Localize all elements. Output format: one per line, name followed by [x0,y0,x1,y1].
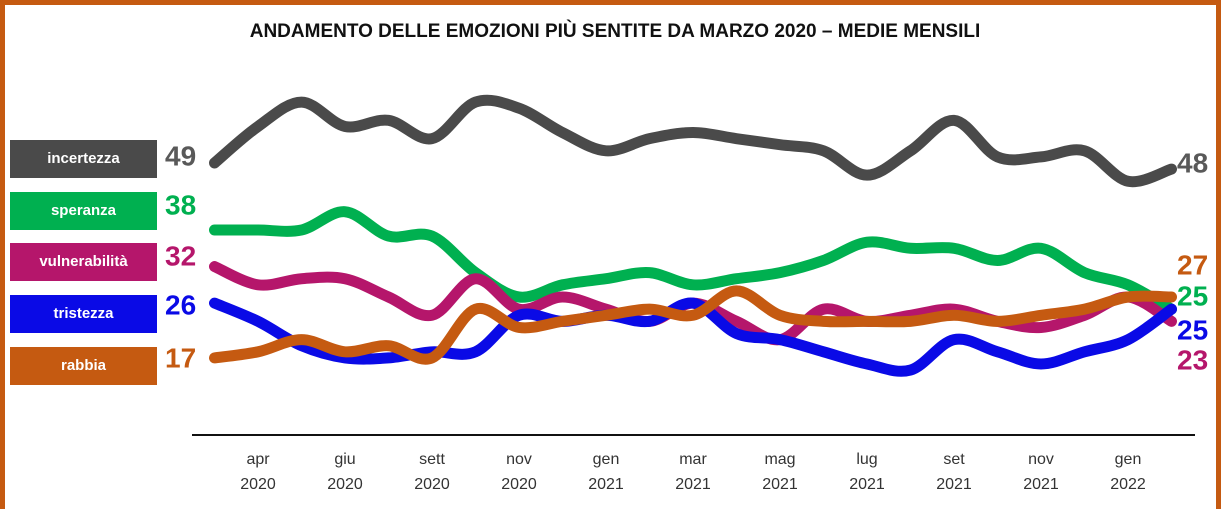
x-tick-label: lug 2021 [849,451,885,493]
x-tick-label: nov 2021 [1023,451,1059,493]
x-tick-label: mag 2021 [762,451,798,493]
series-line [209,297,1177,377]
end-value-label: 48 [1177,147,1208,178]
start-value-label: 49 [165,140,196,171]
series-line [209,285,1177,365]
x-tick-label: set 2021 [936,451,972,493]
end-value-label: 25 [1177,314,1208,345]
legend-entry: incertezza [10,140,157,178]
series-line [209,94,1177,188]
legend-entry: vulnerabilità [10,243,157,281]
x-tick-label: gen 2022 [1110,451,1146,493]
x-tick-label: gen 2021 [588,451,624,493]
chart-title: ANDAMENTO DELLE EMOZIONI PIÙ SENTITE DA … [250,20,981,42]
start-value-label: 32 [165,240,196,271]
end-value-label: 23 [1177,344,1208,375]
start-value-label: 38 [165,189,196,220]
x-tick-label: apr 2020 [240,451,276,493]
legend-entry: speranza [10,192,157,230]
series-line [209,206,1177,315]
legend-entry: tristezza [10,295,157,333]
x-tick-label: giu 2020 [327,451,363,493]
end-value-label: 25 [1177,280,1208,311]
legend-entry: rabbia [10,347,157,385]
x-tick-label: mar 2021 [675,451,711,493]
start-value-label: 26 [165,289,196,320]
chart: ANDAMENTO DELLE EMOZIONI PIÙ SENTITE DA … [165,20,1208,436]
end-value-label: 27 [1177,249,1208,280]
x-tick-label: sett 2020 [414,451,450,493]
start-value-label: 17 [165,342,196,373]
x-tick-label: nov 2020 [501,451,537,493]
